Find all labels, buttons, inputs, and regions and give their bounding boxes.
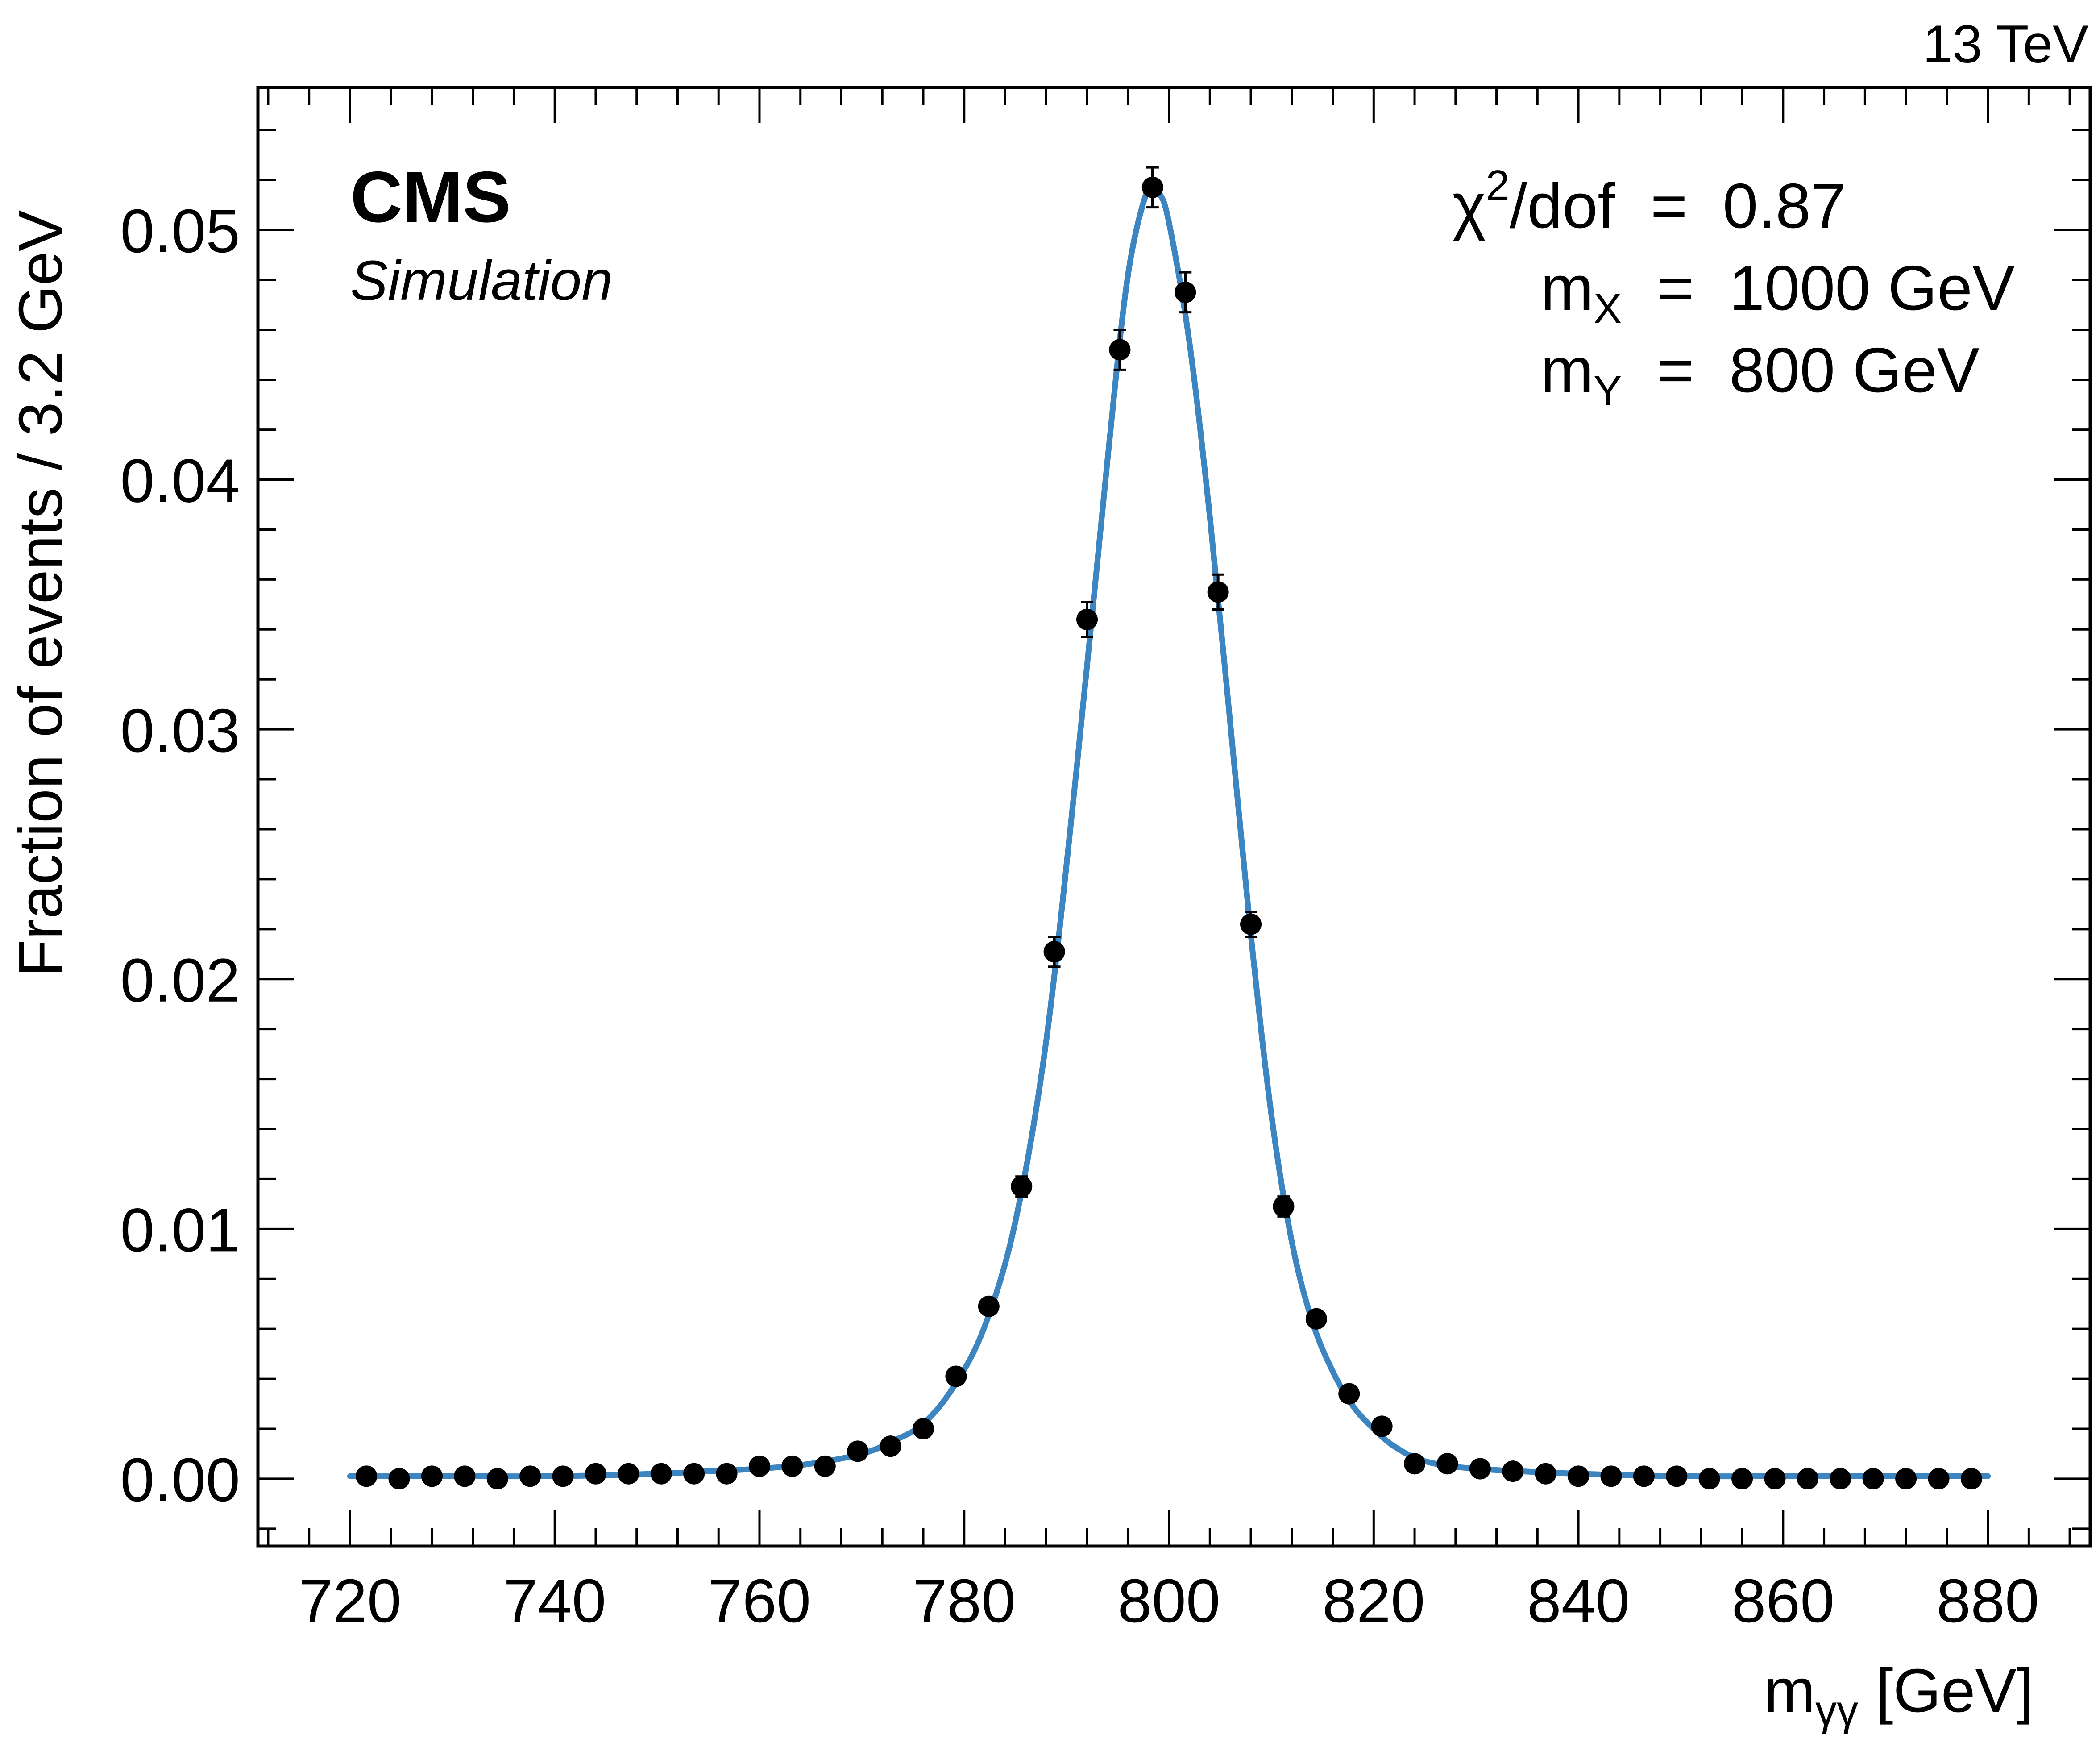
data-point xyxy=(1469,1458,1491,1480)
data-point xyxy=(748,1455,770,1477)
data-point xyxy=(1502,1460,1524,1482)
data-point xyxy=(1076,608,1098,630)
data-point xyxy=(1436,1453,1458,1475)
mx-value: = 1000 GeV xyxy=(1622,253,2015,324)
data-point xyxy=(552,1465,574,1487)
data-point xyxy=(945,1365,967,1387)
data-points-layer xyxy=(356,166,1982,1489)
data-point xyxy=(814,1455,836,1477)
chi2-symbol: χ xyxy=(1453,171,1486,241)
y-tick-label: 0.05 xyxy=(120,197,240,266)
chi2-value: /dof = 0.87 xyxy=(1510,171,1846,241)
data-point xyxy=(356,1465,378,1487)
data-point xyxy=(1568,1465,1590,1487)
chi2-annotation: χ2/dof = 0.87 xyxy=(1453,162,1846,241)
data-point xyxy=(486,1468,508,1489)
my-symbol: m xyxy=(1540,335,1593,406)
data-point xyxy=(1141,176,1163,198)
x-axis-subscript: γγ xyxy=(1815,1687,1858,1735)
data-point xyxy=(585,1463,606,1485)
data-point xyxy=(519,1465,541,1487)
data-point xyxy=(1830,1468,1851,1489)
data-point xyxy=(978,1295,1000,1317)
y-tick-label: 0.00 xyxy=(120,1446,240,1514)
data-point xyxy=(1305,1308,1327,1330)
mx-subscript: X xyxy=(1594,285,1622,333)
x-tick-label: 820 xyxy=(1322,1567,1425,1635)
data-point xyxy=(1109,339,1131,361)
data-point xyxy=(1011,1176,1033,1198)
x-axis-unit: [GeV] xyxy=(1876,1656,2034,1725)
x-tick-label: 880 xyxy=(1936,1567,2039,1635)
x-tick-label: 860 xyxy=(1732,1567,1834,1635)
data-point xyxy=(1273,1195,1295,1217)
chi2-superscript: 2 xyxy=(1486,162,1510,209)
x-tick-label: 840 xyxy=(1527,1567,1630,1635)
data-point xyxy=(1600,1465,1622,1487)
data-point xyxy=(388,1468,410,1489)
data-point xyxy=(1633,1465,1655,1487)
data-point xyxy=(716,1463,738,1485)
experiment-sublabel: Simulation xyxy=(350,249,613,312)
data-point xyxy=(1371,1415,1393,1437)
data-point xyxy=(1960,1468,1982,1489)
data-point xyxy=(618,1463,639,1485)
y-tick-label: 0.04 xyxy=(120,447,240,516)
y-tick-label: 0.03 xyxy=(120,696,240,765)
data-point xyxy=(1404,1453,1426,1475)
plot-frame xyxy=(256,86,2092,1548)
data-point xyxy=(683,1463,705,1485)
data-point xyxy=(1731,1468,1753,1489)
y-tick-label: 0.01 xyxy=(120,1196,240,1264)
x-tick-label: 720 xyxy=(299,1567,401,1635)
x-tick-label: 780 xyxy=(913,1567,1016,1635)
x-tick-label: 800 xyxy=(1117,1567,1220,1635)
x-tick-label: 740 xyxy=(503,1567,606,1635)
my-value: = 800 GeV xyxy=(1622,335,1980,406)
data-point xyxy=(1862,1468,1884,1489)
mx-annotation: mX = 1000 GeV xyxy=(1453,253,2067,333)
data-point xyxy=(454,1465,476,1487)
data-point xyxy=(1240,913,1262,935)
data-point xyxy=(650,1463,672,1485)
experiment-label: CMS xyxy=(350,157,511,237)
energy-label: 13 TeV xyxy=(1923,14,2088,74)
data-point xyxy=(781,1455,803,1477)
data-point xyxy=(421,1465,443,1487)
ticks-layer xyxy=(258,87,2090,1546)
data-point xyxy=(1338,1383,1360,1405)
x-tick-label: 760 xyxy=(708,1567,811,1635)
my-annotation: mY = 800 GeV xyxy=(1453,335,2032,415)
data-point xyxy=(1043,941,1065,963)
data-point xyxy=(1535,1463,1556,1485)
mx-symbol: m xyxy=(1540,253,1593,324)
x-axis-title: mγγ [GeV] xyxy=(1678,1656,2085,1735)
y-axis-title: Fraction of events / 3.2 GeV xyxy=(6,210,75,977)
my-subscript: Y xyxy=(1594,367,1622,415)
data-point xyxy=(1895,1468,1917,1489)
data-point xyxy=(1698,1468,1720,1489)
x-axis-symbol: m xyxy=(1764,1656,1815,1725)
data-point xyxy=(880,1435,901,1457)
data-point xyxy=(1928,1468,1950,1489)
data-point xyxy=(1175,281,1196,303)
data-point xyxy=(1207,581,1229,603)
data-point xyxy=(913,1418,934,1439)
data-point xyxy=(847,1440,869,1462)
y-tick-label: 0.02 xyxy=(120,946,240,1015)
data-point xyxy=(1797,1468,1818,1489)
tick-labels-layer: 720 740 760 780 800 820 840 860 880 0.00 0.01 0.02 0… xyxy=(120,197,2039,1635)
data-point xyxy=(1666,1465,1688,1487)
data-point xyxy=(1764,1468,1786,1489)
